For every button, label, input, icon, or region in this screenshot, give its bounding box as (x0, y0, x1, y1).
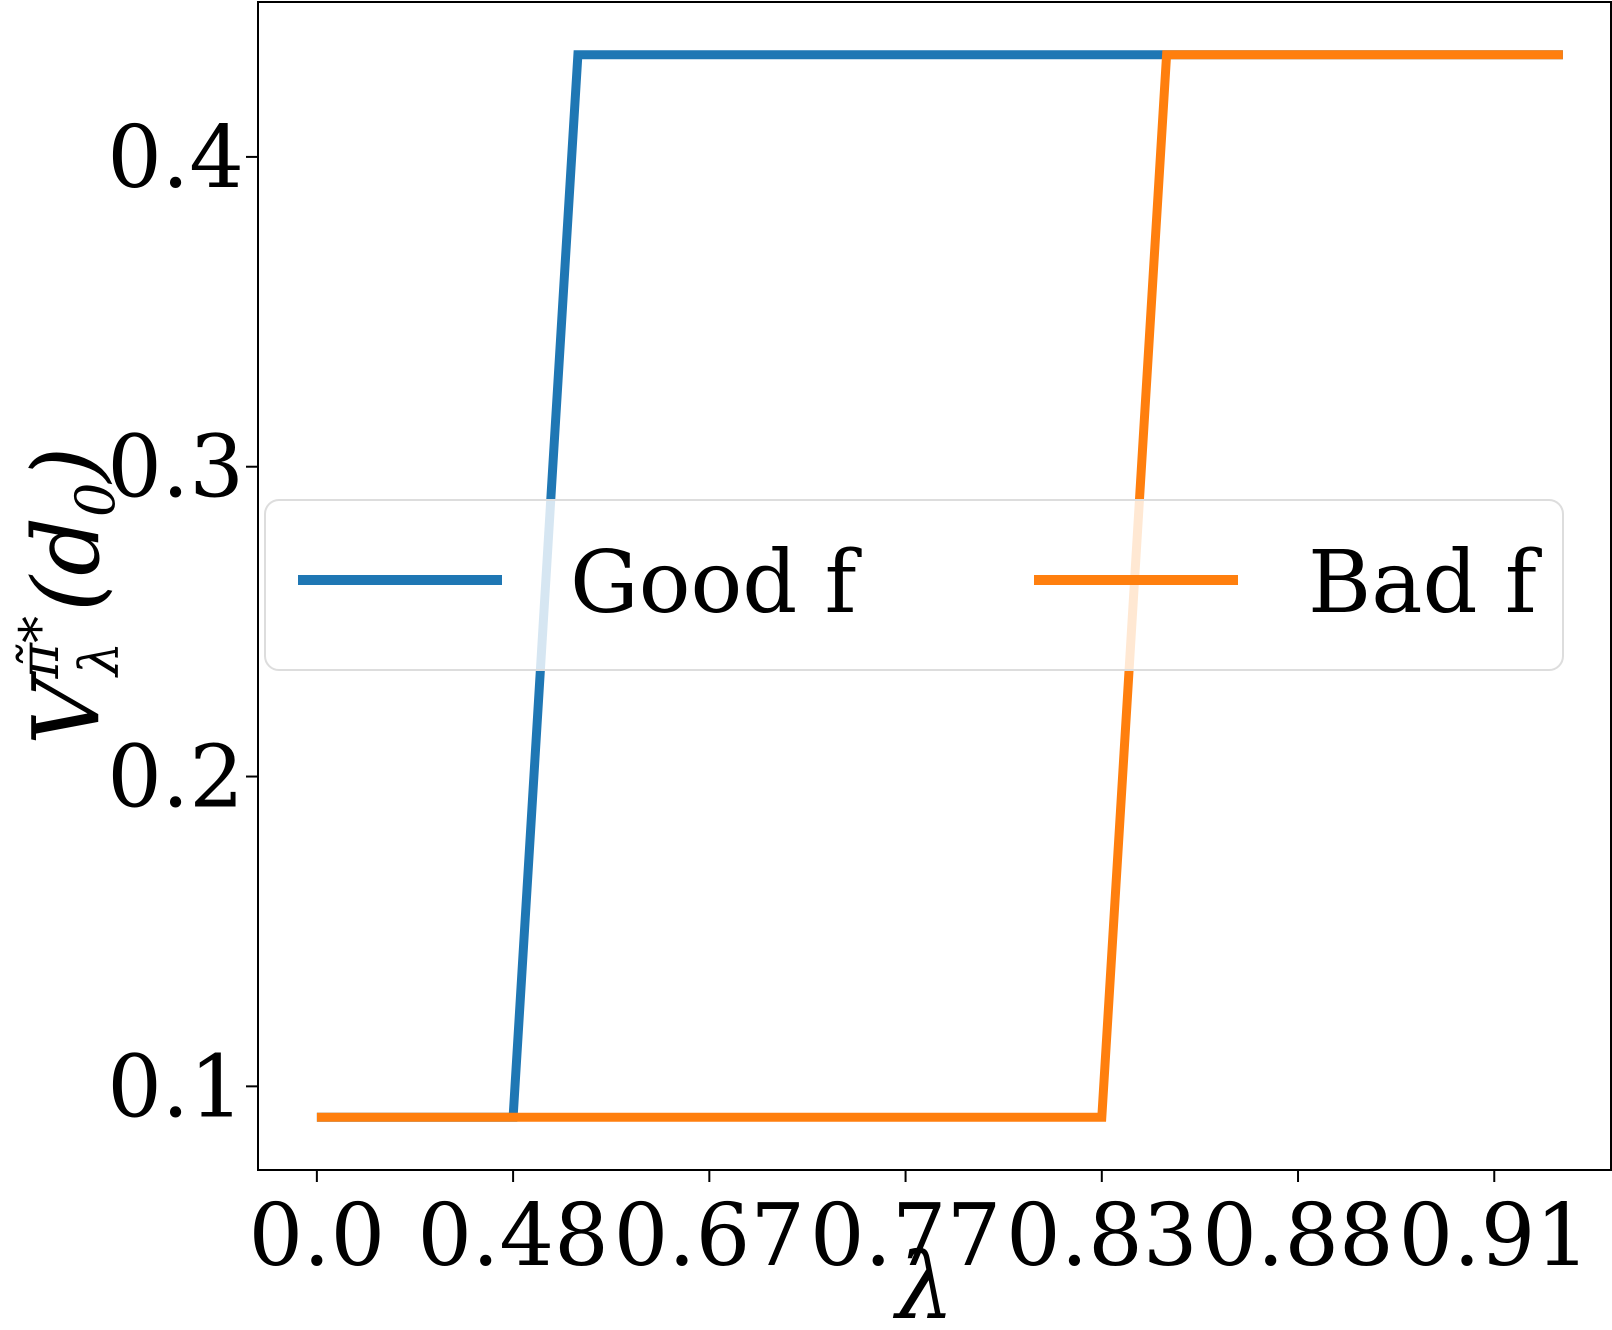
x-tick-label: 0.83 (1006, 1186, 1197, 1286)
y-axis-title: Vπ̃*λ (d0) (8, 447, 131, 745)
y-axis-title-sub: λ (68, 642, 131, 678)
x-axis-title: λ (892, 1233, 954, 1330)
series-line-bad-f (316, 50, 1563, 1122)
y-tick-label: 0.3 (107, 418, 244, 518)
series-layer (316, 50, 1563, 1122)
x-tick-label: 0.77 (810, 1186, 1001, 1286)
legend: Good f Bad f (264, 499, 1564, 671)
x-tick-label: 0.48 (417, 1186, 608, 1286)
x-tick-label: 0.0 (248, 1186, 385, 1286)
y-axis-title-main: V (13, 670, 120, 745)
legend-label-good: Good f (570, 533, 862, 633)
legend-box (264, 499, 1564, 671)
x-tick-label: 0.91 (1399, 1186, 1590, 1286)
y-tick-label: 0.1 (107, 1037, 244, 1137)
y-tick-label: 0.2 (107, 728, 244, 828)
y-axis-title-arg-sub: 0 (64, 483, 127, 517)
y-axis: 0.1 0.2 0.3 0.4 (107, 108, 258, 1137)
legend-label-bad: Bad f (1308, 533, 1542, 633)
svg-text:Vπ̃*λ(d0): Vπ̃*λ (d0) (8, 447, 131, 745)
x-axis: 0.0 0.48 0.67 0.77 0.83 0.88 0.91 (248, 1170, 1590, 1286)
y-tick-label: 0.4 (107, 108, 244, 208)
y-axis-title-arg-close: ) (13, 447, 120, 485)
x-tick-label: 0.88 (1202, 1186, 1393, 1286)
plot-frame (257, 1, 1612, 1171)
y-axis-title-sup: π̃* (8, 616, 71, 680)
x-tick-label: 0.67 (614, 1186, 805, 1286)
y-axis-title-arg: (d (13, 517, 120, 612)
